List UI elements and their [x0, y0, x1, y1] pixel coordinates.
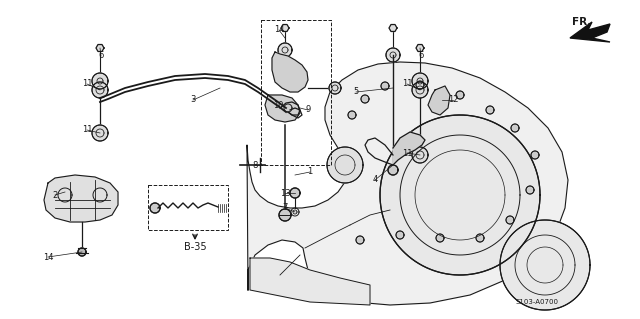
Polygon shape: [92, 82, 108, 98]
Polygon shape: [150, 203, 160, 213]
Polygon shape: [393, 132, 425, 165]
Text: 8: 8: [252, 160, 258, 169]
Polygon shape: [348, 111, 356, 119]
Polygon shape: [396, 231, 404, 239]
Text: 6: 6: [99, 51, 104, 61]
Text: 3: 3: [190, 95, 196, 105]
Polygon shape: [412, 147, 428, 163]
Polygon shape: [265, 95, 300, 122]
Polygon shape: [476, 234, 484, 242]
Polygon shape: [329, 82, 341, 94]
Polygon shape: [247, 62, 568, 305]
Text: 10: 10: [273, 100, 284, 109]
Bar: [261, 20, 331, 165]
Text: B-35: B-35: [184, 242, 206, 252]
Polygon shape: [436, 234, 444, 242]
Polygon shape: [412, 73, 428, 89]
Polygon shape: [388, 165, 398, 175]
Text: 12: 12: [448, 95, 458, 105]
Text: 6: 6: [419, 51, 424, 61]
Text: 11: 11: [402, 79, 412, 88]
Polygon shape: [381, 82, 389, 90]
Text: 7: 7: [282, 204, 288, 212]
Text: 11: 11: [82, 125, 92, 135]
Text: 1: 1: [307, 167, 312, 176]
Text: 4: 4: [372, 175, 378, 184]
Polygon shape: [272, 52, 308, 92]
Polygon shape: [526, 186, 534, 194]
Text: 13: 13: [280, 189, 291, 197]
Polygon shape: [416, 81, 424, 89]
Polygon shape: [486, 106, 494, 114]
Polygon shape: [278, 43, 292, 57]
Polygon shape: [380, 115, 540, 275]
Polygon shape: [456, 91, 464, 99]
Polygon shape: [356, 236, 364, 244]
Polygon shape: [531, 151, 539, 159]
Polygon shape: [389, 25, 397, 32]
Polygon shape: [416, 45, 424, 51]
Polygon shape: [96, 45, 104, 51]
Polygon shape: [500, 220, 590, 310]
Polygon shape: [412, 82, 428, 98]
Polygon shape: [279, 209, 291, 221]
Text: 2: 2: [52, 190, 58, 199]
Bar: [148, 185, 228, 230]
Polygon shape: [250, 258, 370, 305]
Polygon shape: [506, 216, 514, 224]
Text: 11: 11: [402, 149, 412, 158]
Polygon shape: [92, 73, 108, 89]
Polygon shape: [92, 125, 108, 141]
Polygon shape: [327, 147, 363, 183]
Polygon shape: [386, 48, 400, 62]
Text: 14: 14: [274, 26, 284, 34]
Polygon shape: [78, 248, 86, 256]
Polygon shape: [290, 188, 300, 198]
Polygon shape: [284, 104, 292, 112]
Text: 5: 5: [353, 87, 358, 97]
Text: 11: 11: [82, 79, 92, 88]
Text: FR.: FR.: [572, 17, 592, 27]
Polygon shape: [570, 22, 610, 42]
Polygon shape: [44, 175, 118, 222]
Text: 14: 14: [43, 253, 53, 262]
Polygon shape: [281, 25, 289, 32]
Text: 9: 9: [305, 106, 310, 115]
Text: S103-A0700: S103-A0700: [515, 299, 559, 305]
Polygon shape: [428, 86, 450, 115]
Polygon shape: [361, 95, 369, 103]
Polygon shape: [511, 124, 519, 132]
